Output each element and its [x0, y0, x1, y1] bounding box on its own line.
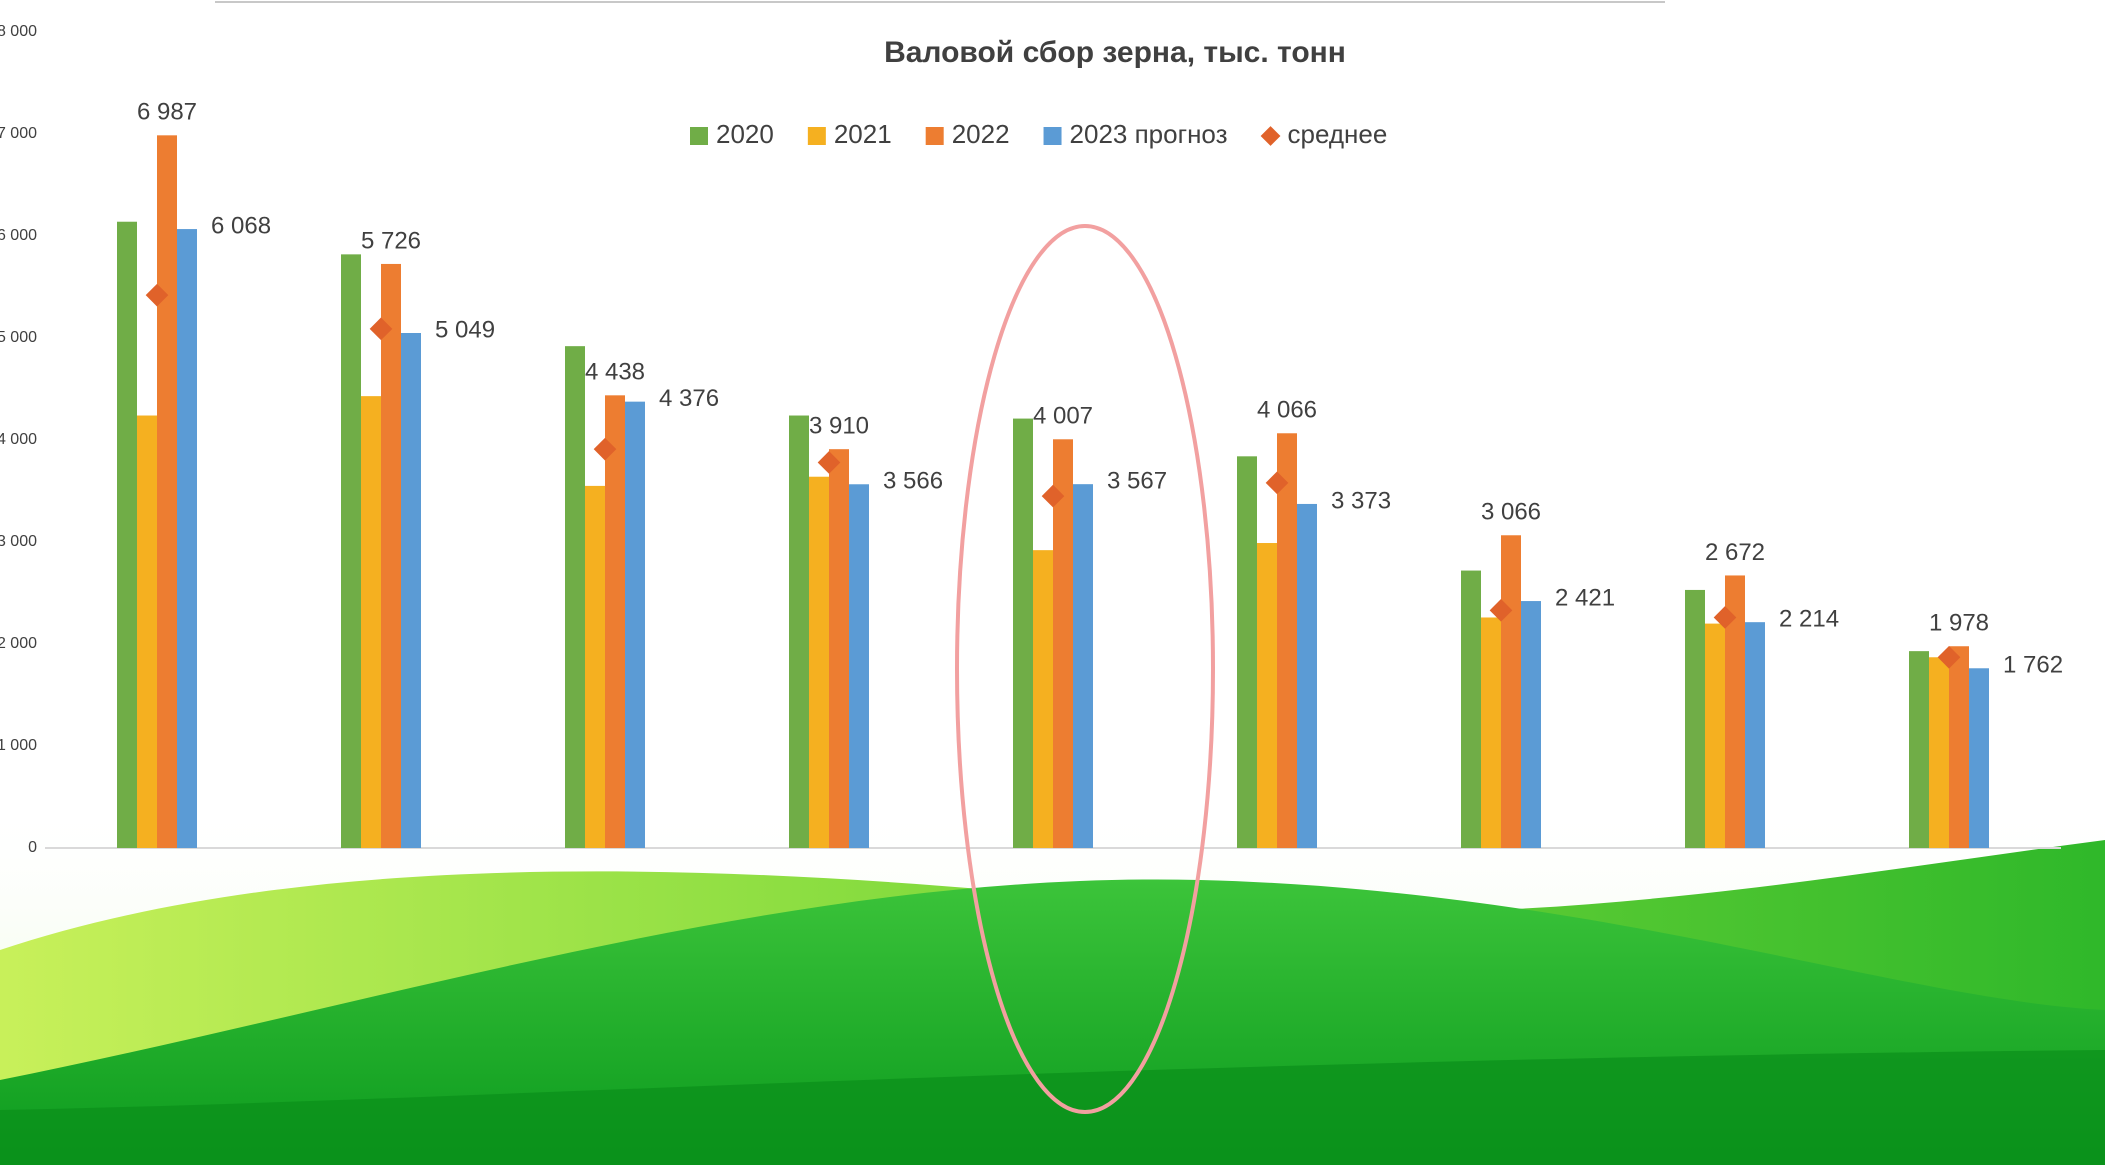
data-label: 6 068 [211, 212, 271, 239]
bar [341, 254, 361, 849]
bar [1705, 623, 1725, 848]
bar [361, 396, 381, 848]
bar [1949, 646, 1969, 848]
average-marker [1937, 645, 1961, 669]
data-label: 3 566 [883, 468, 943, 495]
data-label: 5 726 [361, 227, 421, 254]
bar [1033, 550, 1053, 848]
average-marker [817, 451, 841, 474]
average-marker [593, 437, 617, 461]
data-label: 2 421 [1555, 584, 1615, 611]
data-label: 4 376 [659, 385, 719, 412]
legend-swatch [925, 127, 944, 145]
bar [157, 135, 177, 849]
bar [401, 333, 421, 848]
bar [1969, 668, 1989, 848]
data-label: 5 049 [435, 316, 495, 343]
bar [809, 476, 829, 848]
bar [1053, 439, 1073, 848]
bar [849, 484, 869, 848]
bar [381, 263, 401, 848]
bar [1909, 651, 1929, 848]
bar [1521, 601, 1541, 848]
average-marker [1489, 599, 1513, 622]
data-label: 4 066 [1257, 397, 1317, 424]
y-tick-label: 4 000 [0, 431, 37, 448]
bar [1257, 543, 1277, 848]
legend: 2020 2021 2022 2023 прогноз среднее [690, 119, 1387, 149]
legend-swatch [690, 127, 708, 145]
bar [585, 485, 605, 848]
legend-label: 2022 [952, 119, 1010, 149]
legend-label: 2023 прогноз [1070, 119, 1228, 149]
legend-swatch [807, 127, 826, 145]
y-tick-label: 8 000 [0, 23, 37, 40]
bar [177, 229, 197, 849]
bar [1745, 622, 1765, 848]
average-marker [369, 317, 393, 341]
bar [565, 346, 585, 848]
data-label: 3 373 [1331, 487, 1391, 514]
bar [137, 415, 157, 848]
average-marker [1713, 606, 1737, 629]
bar [1501, 535, 1521, 848]
y-tick-label: 1 000 [0, 737, 37, 754]
legend-label: 2020 [716, 119, 774, 149]
bar [1725, 575, 1745, 848]
y-tick-label: 2 000 [0, 635, 37, 652]
bar [789, 415, 809, 848]
bar [1929, 657, 1949, 848]
legend-swatch [1260, 126, 1281, 146]
y-tick-label: 3 000 [0, 533, 37, 550]
data-label: 1 762 [2003, 652, 2063, 679]
bar [625, 401, 645, 848]
y-tick-label: 0 [28, 839, 37, 856]
highlight-ellipse [955, 224, 1215, 1114]
data-label: 3 066 [1481, 499, 1541, 526]
legend-label: среднее [1288, 119, 1388, 149]
data-label: 4 007 [1033, 403, 1093, 430]
data-label: 4 438 [585, 359, 645, 386]
data-label: 2 214 [1779, 606, 1839, 633]
data-label: 3 567 [1107, 468, 1167, 495]
bar [1013, 418, 1033, 848]
bar [1237, 456, 1257, 848]
data-label: 6 987 [137, 99, 197, 126]
bar [829, 449, 849, 848]
bar [605, 395, 625, 848]
chart-title: Валовой сбор зерна, тыс. тонн [884, 36, 1346, 69]
y-tick-label: 6 000 [0, 227, 37, 244]
average-marker [1041, 484, 1065, 508]
plot: 0 1 000 2 000 3 000 4 000 5 000 6 000 7 000 8 00… [0, 23, 2063, 856]
bar [1277, 433, 1297, 848]
bar [1461, 570, 1481, 848]
average-marker [1265, 471, 1289, 495]
legend-label: 2021 [834, 119, 892, 149]
bar [1481, 617, 1501, 848]
data-label: 1 978 [1929, 610, 1989, 637]
bar [1073, 484, 1093, 848]
y-tick-label: 7 000 [0, 125, 37, 142]
bar [1297, 503, 1317, 848]
bar [1685, 589, 1705, 848]
data-label: 2 672 [1705, 539, 1765, 566]
legend-swatch [1043, 127, 1062, 145]
bar [117, 221, 137, 849]
data-label: 3 910 [809, 413, 869, 440]
y-tick-label: 5 000 [0, 329, 37, 346]
